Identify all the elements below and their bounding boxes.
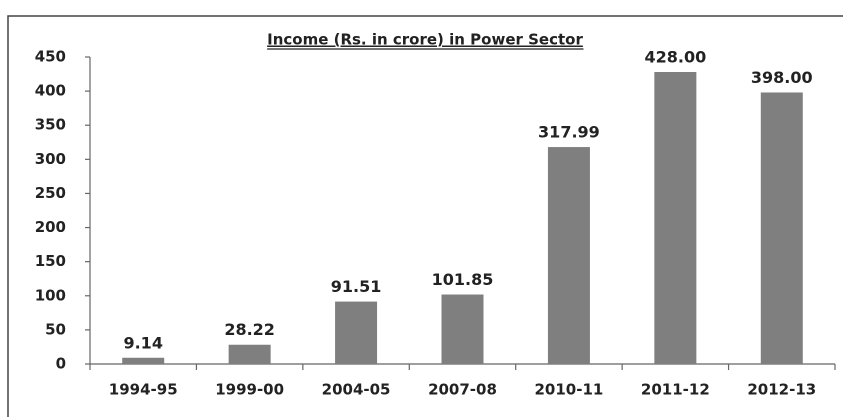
y-tick-label: 450	[35, 48, 66, 66]
bar	[228, 344, 271, 364]
y-tick-label: 300	[35, 150, 66, 168]
value-label: 428.00	[644, 48, 706, 67]
y-tick-label: 0	[56, 355, 66, 373]
x-tick-label: 1999-00	[215, 381, 284, 399]
value-label: 101.85	[432, 270, 494, 289]
bar	[760, 92, 803, 364]
y-tick-label: 150	[35, 252, 66, 270]
bar	[654, 72, 697, 365]
bar	[122, 357, 165, 364]
y-tick-label: 50	[45, 320, 66, 338]
chart-frame	[7, 15, 843, 417]
y-tick-label: 350	[35, 116, 66, 134]
chart-title: Income (Rs. in crore) in Power Sector	[267, 31, 583, 49]
y-tick-label: 250	[35, 184, 66, 202]
value-label: 398.00	[751, 68, 813, 87]
x-tick-label: 2010-11	[534, 381, 603, 399]
x-tick-label: 2012-13	[747, 381, 816, 399]
value-label: 28.22	[224, 320, 275, 339]
x-tick-label: 2007-08	[428, 381, 497, 399]
y-tick-label: 200	[35, 218, 66, 236]
x-tick-label: 2011-12	[641, 381, 710, 399]
bar	[547, 147, 590, 364]
y-tick-label: 400	[35, 82, 66, 100]
x-tick-label: 1994-95	[109, 381, 178, 399]
value-label: 9.14	[123, 333, 162, 352]
bar	[441, 294, 484, 364]
x-tick-label: 2004-05	[322, 381, 391, 399]
y-tick-label: 100	[35, 286, 66, 304]
bar	[335, 301, 378, 364]
value-label: 317.99	[538, 123, 600, 142]
value-label: 91.51	[331, 277, 382, 296]
